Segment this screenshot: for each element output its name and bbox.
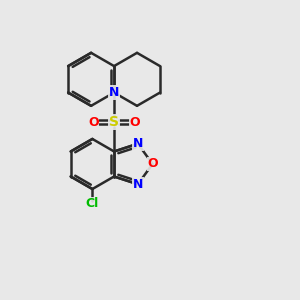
Text: O: O [147, 158, 158, 170]
Text: N: N [109, 86, 119, 99]
Text: S: S [109, 115, 119, 129]
Text: O: O [129, 116, 140, 128]
Text: N: N [133, 137, 143, 150]
Text: O: O [88, 116, 99, 128]
Text: N: N [133, 178, 143, 191]
Text: Cl: Cl [86, 197, 99, 210]
